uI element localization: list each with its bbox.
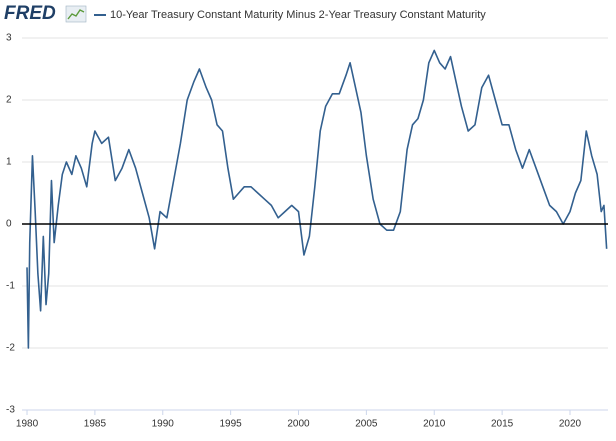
x-tick-label: 1995 — [220, 419, 243, 430]
y-tick-label: 1 — [6, 157, 12, 168]
x-tick-label: 1985 — [84, 419, 107, 430]
x-tick-label: 2020 — [559, 419, 582, 430]
x-tick-label: 2015 — [491, 419, 514, 430]
x-tick-label: 2000 — [287, 419, 310, 430]
series-line — [26, 49, 608, 349]
legend-label: 10-Year Treasury Constant Maturity Minus… — [110, 9, 486, 21]
x-tick-label: 1990 — [152, 419, 175, 430]
x-tick-label: 2005 — [355, 419, 378, 430]
logo-box — [65, 5, 87, 23]
x-tick-label: 2010 — [423, 419, 446, 430]
y-tick-label: 2 — [6, 95, 12, 106]
y-tick-label: -1 — [6, 281, 15, 292]
x-tick-label: 1980 — [16, 419, 39, 430]
legend: 10-Year Treasury Constant Maturity Minus… — [94, 9, 486, 21]
logo-line — [67, 9, 85, 20]
y-tick-label: 3 — [6, 33, 12, 44]
y-tick-label: 0 — [6, 219, 12, 230]
logo: FRED — [4, 3, 56, 24]
y-tick-label: -3 — [6, 405, 15, 416]
y-tick-label: -2 — [6, 343, 15, 354]
logo-icon — [65, 5, 87, 23]
